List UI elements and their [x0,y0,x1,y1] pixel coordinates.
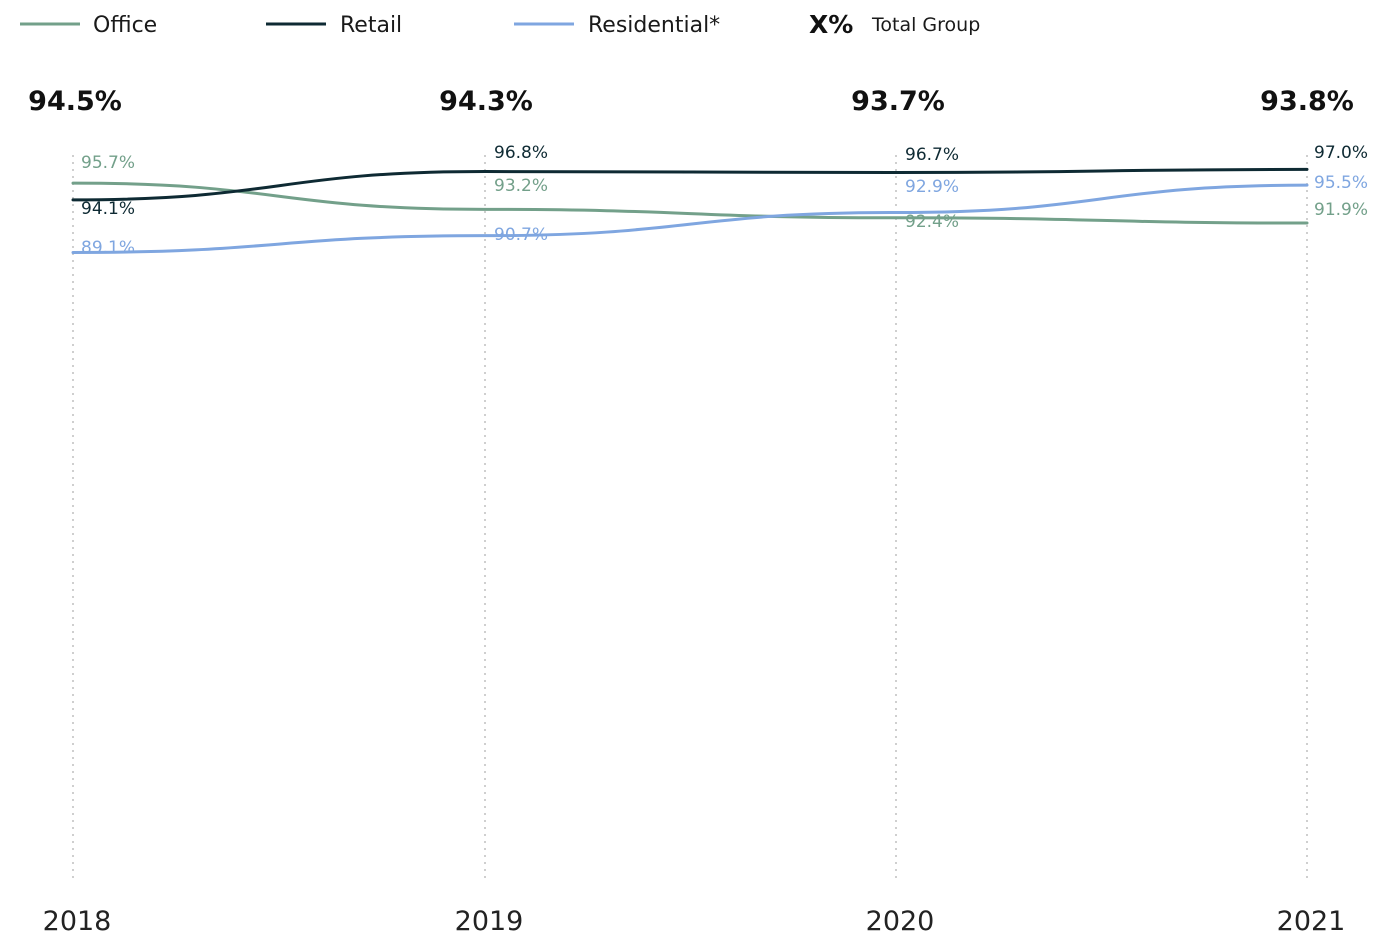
data-label-residential-2021: 95.5% [1314,173,1368,193]
year-gridlines [72,155,1308,880]
data-label-residential-2018: 89.1% [81,238,135,258]
data-label-office-2020: 92.4% [905,212,959,232]
total-group-2020: 93.7% [851,86,945,117]
series-line-office [71,181,1309,225]
legend-total-label: Total Group [871,14,980,36]
series-line-retail [71,167,1309,202]
series-lines [71,167,1309,255]
total-group-2021: 93.8% [1260,86,1354,117]
x-tick-2021: 2021 [1277,906,1346,936]
x-tick-2018: 2018 [43,906,112,936]
data-label-residential-2019: 90.7% [494,225,548,245]
total-group-2018: 94.5% [28,86,122,117]
data-label-office-2018: 95.7% [81,153,135,173]
legend-label-office: Office [93,13,157,38]
legend-label-retail: Retail [340,13,402,38]
total-group-labels: 94.5% 94.3% 93.7% 93.8% [28,86,1354,117]
data-label-retail-2019: 96.8% [494,143,548,163]
point-labels: 95.7% 93.2% 92.4% 91.9% 94.1% 96.8% 96.7% 97.0%… [81,143,1368,258]
legend: Office Retail Residential* X% Total Group [20,10,980,39]
series-line-residential [71,183,1309,255]
x-tick-2020: 2020 [866,906,935,936]
total-group-2019: 94.3% [439,86,533,117]
legend-label-residential: Residential* [588,13,720,38]
data-label-office-2021: 91.9% [1314,200,1368,220]
x-tick-2019: 2019 [455,906,524,936]
x-axis-years: 2018 2019 2020 2021 [43,906,1346,936]
data-label-retail-2021: 97.0% [1314,143,1368,163]
data-label-retail-2018: 94.1% [81,199,135,219]
legend-total-marker: X% [809,10,853,39]
data-label-residential-2020: 92.9% [905,177,959,197]
data-label-office-2019: 93.2% [494,176,548,196]
data-label-retail-2020: 96.7% [905,145,959,165]
